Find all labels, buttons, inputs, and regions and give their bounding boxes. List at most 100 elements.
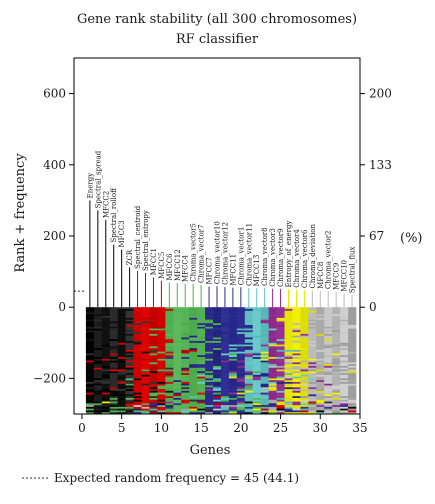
rank-cell — [308, 351, 317, 354]
rank-cell — [157, 358, 166, 361]
rank-cell — [205, 355, 214, 358]
rank-cell — [85, 351, 95, 354]
rank-cell — [205, 341, 214, 344]
rank-cell — [284, 373, 293, 376]
rank-cell — [340, 362, 349, 365]
rank-cell — [149, 348, 158, 351]
rank-cell — [348, 307, 357, 310]
rank-cell — [157, 403, 166, 406]
rank-cell — [197, 385, 206, 388]
rank-cell — [268, 380, 277, 383]
rank-cell — [220, 397, 230, 401]
rank-cell — [165, 385, 174, 388]
rank-cell — [165, 364, 174, 367]
gene-label: MFCC5 — [158, 252, 166, 279]
rank-cell — [276, 346, 285, 349]
rank-cell — [109, 397, 118, 401]
rank-cell — [85, 392, 95, 395]
rank-cell — [205, 332, 214, 335]
rank-cell — [213, 351, 222, 354]
rank-cell — [165, 323, 174, 326]
rank-cell — [157, 360, 166, 363]
rank-cell — [340, 349, 349, 352]
rank-cell — [316, 349, 325, 352]
rank-cell — [308, 410, 317, 413]
rank-cell — [125, 307, 134, 310]
rank-cell — [236, 342, 246, 345]
rank-cell — [260, 349, 269, 352]
rank-cell — [292, 399, 301, 402]
rank-cell — [85, 367, 95, 370]
rank-cell — [101, 385, 111, 388]
rank-cell — [165, 387, 174, 390]
rank-cell — [284, 355, 293, 358]
rank-cell — [93, 412, 103, 415]
rank-cell — [332, 369, 341, 372]
rank-cell — [228, 337, 238, 340]
rank-cell — [292, 328, 301, 331]
rank-cell — [165, 396, 174, 399]
rank-cell — [228, 307, 238, 310]
rank-cell — [189, 412, 198, 415]
rank-cell — [117, 369, 126, 372]
rank-cell — [101, 337, 111, 340]
rank-cell — [244, 319, 254, 322]
rank-cell — [149, 333, 158, 336]
rank-cell — [348, 358, 357, 361]
rank-cell — [165, 383, 174, 386]
rank-cell — [109, 381, 118, 385]
rank-cell — [85, 396, 95, 399]
rank-cell — [205, 344, 214, 347]
rank-cell — [157, 408, 166, 411]
rank-cell — [252, 365, 261, 369]
rank-cell — [125, 376, 134, 379]
rank-cell — [316, 406, 325, 409]
rank-cell — [332, 403, 341, 406]
rank-cell — [205, 378, 214, 381]
rank-cell — [332, 399, 341, 402]
rank-cell — [332, 397, 341, 401]
rank-cell — [205, 387, 214, 390]
rank-cell — [173, 319, 182, 322]
rank-cell — [300, 399, 309, 402]
rank-cell — [244, 316, 254, 319]
rank-cell — [125, 403, 134, 406]
rank-cell — [292, 344, 301, 347]
rank-cell — [117, 378, 126, 381]
rank-cell — [284, 397, 293, 401]
rank-cell — [173, 308, 182, 312]
rank-cell — [205, 408, 214, 411]
rank-cell — [332, 342, 341, 345]
rank-cell — [133, 323, 142, 326]
rank-cell — [165, 346, 174, 349]
rank-cell — [141, 335, 150, 338]
rank-cell — [300, 316, 309, 319]
rank-cell — [125, 333, 134, 336]
rank-cell — [340, 346, 349, 349]
rank-cell — [284, 339, 293, 342]
rank-cell — [141, 383, 150, 386]
rank-cell — [292, 308, 301, 312]
rank-cell — [101, 383, 111, 386]
rank-cell — [197, 378, 206, 381]
rank-cell — [316, 394, 325, 397]
rank-cell — [316, 369, 325, 372]
rank-cell — [300, 378, 309, 381]
rank-cell — [205, 337, 214, 340]
rank-cell — [276, 307, 285, 310]
rank-cell — [324, 319, 333, 322]
rank-cell — [292, 337, 301, 340]
rank-cell — [157, 323, 166, 326]
rank-cell — [252, 307, 261, 310]
rank-cell — [109, 342, 118, 345]
rank-cell — [276, 405, 285, 408]
rank-cell — [125, 383, 134, 386]
rank-cell — [117, 316, 126, 319]
rank-cell — [93, 330, 103, 333]
rank-cell — [340, 367, 349, 370]
rank-cell — [260, 337, 269, 340]
rank-cell — [220, 310, 230, 313]
x-tick-label: 30 — [313, 421, 328, 435]
rank-cell — [149, 380, 158, 383]
rank-cell — [228, 394, 238, 397]
